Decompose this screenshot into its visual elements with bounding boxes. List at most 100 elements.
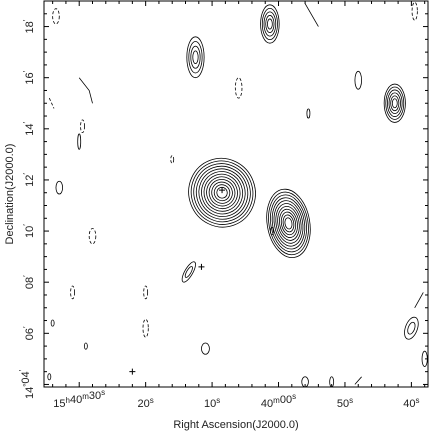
y-tick-label: 16′ (22, 70, 36, 84)
contour-level (282, 214, 295, 233)
y-tick-label: 12′ (22, 173, 36, 187)
contour-source (260, 4, 280, 44)
contour-level (88, 228, 97, 245)
contour-source (52, 8, 60, 25)
contour-level (206, 176, 238, 210)
x-axis-title: Right Ascension(J2000.0) (173, 419, 298, 431)
contour-source (186, 36, 205, 79)
contour-layer (47, 1, 428, 388)
contour-level (198, 168, 246, 217)
contour-source (88, 228, 97, 245)
contour-level (142, 318, 149, 338)
x-tick-label: 15h40m30s (53, 388, 105, 410)
contour-source (83, 342, 88, 350)
contour-level (388, 92, 401, 115)
contour-level (211, 181, 233, 204)
contour-level (260, 4, 280, 44)
contour-level (188, 41, 203, 74)
contour-source (383, 83, 406, 123)
contour-level (269, 226, 274, 236)
contour-source (55, 180, 64, 195)
contour-level (201, 171, 244, 215)
contour-source (142, 318, 149, 338)
contour-level (83, 342, 88, 350)
contour-source (266, 188, 311, 258)
contour-level (190, 45, 201, 69)
x-tick-label: 40s (403, 396, 419, 410)
x-tick-label: 20s (138, 396, 154, 410)
contour-level (284, 217, 293, 230)
contour-source (404, 316, 419, 340)
contour-level (263, 11, 277, 37)
contour-level (216, 186, 228, 199)
contour-level (268, 191, 309, 256)
contour-source (70, 285, 75, 300)
contour-level (383, 83, 406, 123)
contour-level (354, 70, 362, 90)
x-tick-label: 10s (204, 396, 220, 410)
contour-level (407, 321, 416, 335)
y-axis-title: Declination(J2000.0) (4, 144, 16, 245)
contour-fragment (354, 376, 362, 385)
contour-fragment (414, 292, 424, 308)
contour-level (52, 8, 60, 25)
contour-level (192, 50, 199, 64)
contour-level (55, 180, 64, 195)
contour-level (201, 342, 210, 355)
contour-source (143, 285, 149, 300)
contour-level (50, 319, 55, 327)
contour-level (385, 86, 405, 120)
contour-level (387, 89, 403, 117)
y-tick-label: 14′ (22, 121, 36, 135)
contour-level (275, 203, 302, 244)
contour-level (273, 200, 304, 247)
contour-source (47, 373, 52, 381)
y-tick-label: 14°04′ (18, 369, 36, 399)
contour-level (391, 98, 398, 109)
y-tick-label: 10′ (22, 224, 36, 238)
contour-source (170, 155, 175, 164)
contour-source (354, 70, 362, 90)
contour-level (280, 211, 297, 236)
contour-level (271, 197, 306, 250)
contour-level (170, 155, 175, 164)
y-axis: 14°04′ 06′ 08′ 10′ 12′ 14′ 16′ 18′ (18, 0, 428, 399)
marker-layer (129, 187, 226, 375)
contour-level (277, 205, 300, 241)
x-tick-label: 50s (337, 396, 353, 410)
position-marker (198, 263, 205, 270)
contour-source (234, 77, 243, 99)
y-tick-label: 06′ (22, 326, 36, 340)
contour-level (213, 184, 231, 202)
contour-source (269, 226, 274, 236)
contour-level (70, 285, 75, 300)
contour-level (143, 285, 149, 300)
y-tick-label: 18′ (22, 19, 36, 33)
x-axis: 15h40m30s 20s 10s 40m00s 50s 40s (52, 1, 426, 410)
contour-level (404, 316, 419, 340)
contour-source (181, 261, 196, 283)
contour-level (306, 108, 311, 119)
plot-frame (43, 0, 429, 388)
contour-level (186, 36, 205, 79)
contour-level (181, 261, 196, 283)
contour-source (50, 319, 55, 327)
contour-source (201, 342, 210, 355)
contour-source (77, 133, 82, 150)
contour-level (47, 373, 52, 381)
contour-source (306, 108, 311, 119)
contour-level (411, 1, 418, 21)
contour-level (203, 173, 241, 212)
position-marker (129, 368, 136, 375)
position-marker (219, 187, 226, 194)
contour-source (411, 1, 418, 21)
contour-source (80, 119, 85, 134)
contour-level (188, 157, 256, 228)
x-tick-label: 40m00s (261, 392, 296, 410)
contour-level (234, 77, 243, 99)
contour-level (184, 266, 193, 278)
contour-fragment (304, 3, 319, 27)
contour-level (269, 194, 308, 253)
contour-level (195, 165, 249, 220)
